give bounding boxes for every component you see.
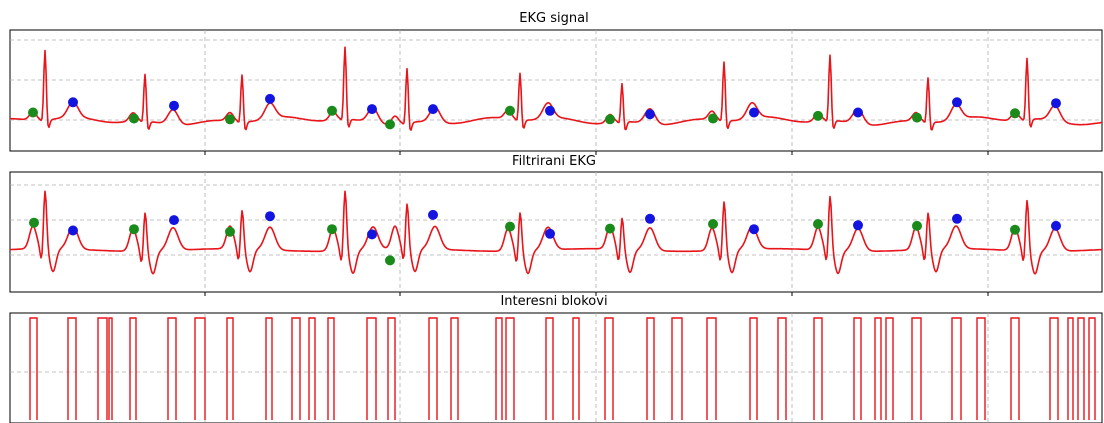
p-wave-marker: [327, 224, 337, 235]
p-wave-marker: [385, 119, 395, 130]
t-wave-marker: [952, 97, 962, 108]
t-wave-marker: [1051, 220, 1061, 231]
interest-block: [646, 317, 655, 420]
interest-block: [545, 317, 554, 420]
t-wave-marker: [68, 97, 78, 108]
interest-block: [450, 317, 459, 420]
p-wave-marker: [912, 220, 922, 231]
interest-block: [366, 317, 377, 420]
t-wave-marker: [367, 229, 377, 240]
p-wave-marker: [225, 226, 235, 237]
interest-block: [572, 317, 580, 420]
panel-filtered-ekg: Filtrirani EKG: [9, 154, 1103, 296]
interest-block: [505, 317, 515, 420]
p-wave-marker: [813, 110, 823, 121]
t-wave-marker: [169, 100, 179, 111]
t-wave-marker: [645, 109, 655, 120]
p-wave-marker: [605, 223, 615, 234]
p-wave-marker: [129, 113, 139, 124]
t-wave-marker: [1051, 98, 1061, 109]
panel-title-filtered-ekg: Filtrirani EKG: [512, 154, 596, 169]
t-wave-marker: [265, 211, 275, 222]
p-wave-marker: [129, 224, 139, 235]
interest-block: [97, 317, 108, 420]
interest-block: [853, 317, 862, 420]
interest-block: [885, 317, 894, 420]
panel-title-interest-blocks: Interesni blokovi: [500, 294, 607, 309]
interest-block: [108, 317, 113, 420]
interest-block: [167, 317, 177, 420]
t-wave-marker: [169, 215, 179, 226]
interest-block: [1067, 317, 1074, 420]
interest-block: [495, 317, 503, 420]
interest-block: [976, 317, 986, 420]
t-wave-marker: [265, 93, 275, 104]
p-wave-marker: [505, 105, 515, 116]
t-wave-marker: [853, 107, 863, 118]
p-wave-marker: [385, 255, 395, 266]
t-wave-marker: [68, 225, 78, 236]
interest-block: [387, 317, 396, 420]
interest-block: [1010, 317, 1020, 420]
ekg-signal-trace: [10, 46, 1103, 131]
t-wave-marker: [545, 228, 555, 239]
t-wave-marker: [645, 213, 655, 224]
interest-block: [194, 317, 206, 420]
interest-block: [1088, 317, 1096, 420]
interest-block: [911, 317, 922, 420]
interest-block: [777, 317, 787, 420]
p-wave-marker: [28, 107, 38, 118]
p-wave-marker: [605, 114, 615, 125]
interest-block: [226, 317, 234, 420]
p-wave-marker: [29, 217, 39, 228]
interest-block: [1077, 317, 1085, 420]
p-wave-marker: [912, 112, 922, 123]
t-wave-marker: [952, 213, 962, 224]
p-wave-marker: [1010, 224, 1020, 235]
interest-block: [813, 317, 823, 420]
t-wave-marker: [853, 220, 863, 231]
t-wave-marker: [428, 104, 438, 115]
t-wave-marker: [367, 104, 377, 115]
interest-block: [291, 317, 301, 420]
t-wave-marker: [545, 105, 555, 116]
panel-interest-blocks: Interesni blokovi: [9, 294, 1103, 423]
interest-block: [671, 317, 683, 420]
p-wave-marker: [708, 113, 718, 124]
interest-block: [67, 317, 77, 420]
interest-block: [874, 317, 882, 420]
interest-block: [604, 317, 614, 420]
interest-block: [327, 317, 335, 420]
interest-block: [265, 317, 273, 420]
interest-block: [129, 317, 137, 420]
p-wave-marker: [505, 221, 515, 232]
interest-block: [29, 317, 38, 420]
p-wave-marker: [327, 105, 337, 116]
p-wave-marker: [708, 219, 718, 229]
p-wave-marker: [1010, 108, 1020, 119]
t-wave-marker: [428, 209, 438, 220]
interest-block: [749, 317, 758, 420]
interest-block: [308, 317, 316, 420]
t-wave-marker: [749, 224, 759, 235]
interest-block: [1049, 317, 1059, 420]
filtered-ekg-trace: [9, 190, 1103, 275]
interest-block: [706, 317, 717, 420]
panel-title-ekg-signal: EKG signal: [519, 11, 588, 26]
interest-block: [951, 317, 962, 420]
p-wave-marker: [813, 219, 823, 229]
p-wave-marker: [225, 114, 235, 125]
interest-block: [428, 317, 438, 420]
panel-ekg-signal: EKG signal: [9, 11, 1103, 155]
t-wave-marker: [749, 107, 759, 118]
